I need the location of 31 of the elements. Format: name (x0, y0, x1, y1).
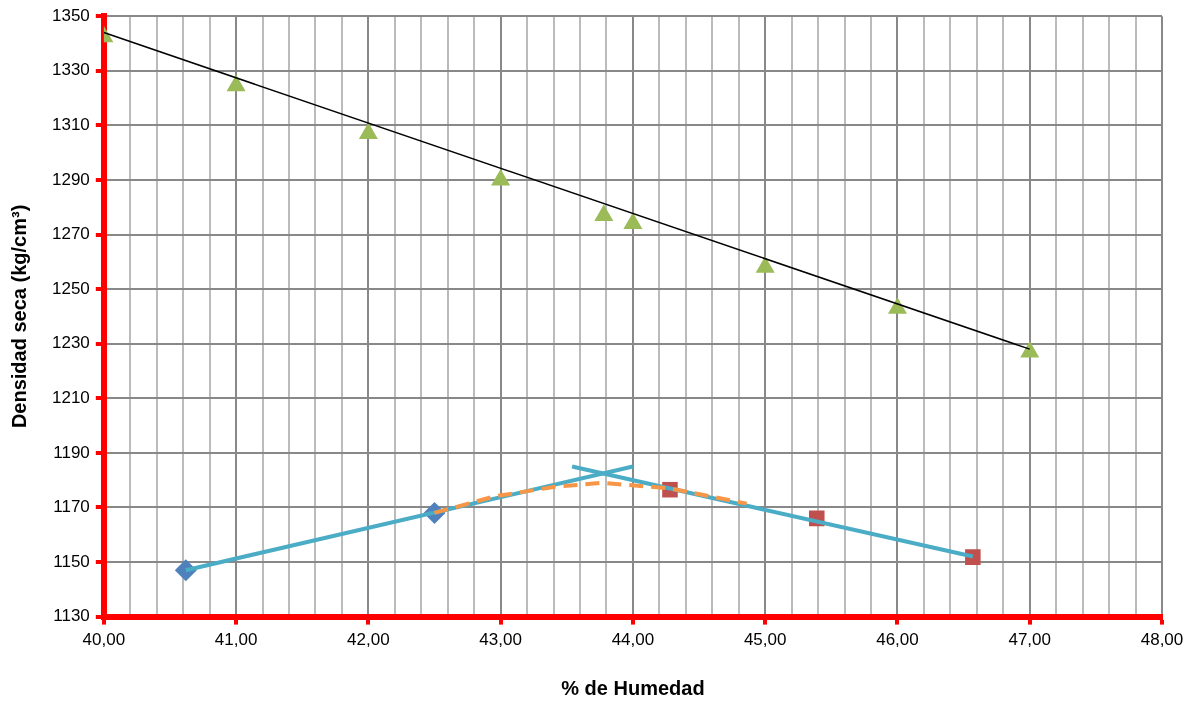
y-tick-label: 1270 (51, 224, 90, 244)
point (887, 297, 907, 314)
x-tick-label: 45,00 (743, 630, 787, 650)
x-tick-label: 43,00 (479, 630, 522, 650)
y-tick-label: 1190 (53, 442, 90, 462)
point (623, 212, 643, 230)
y-tick-label: 1170 (53, 497, 90, 517)
y-tick-label: 1150 (53, 551, 90, 571)
x-tick-label: 42,00 (347, 630, 390, 650)
x-tick-label: 44,00 (611, 630, 655, 650)
point (1020, 340, 1040, 358)
y-tick-label: 1310 (51, 115, 90, 135)
y-axis-title: Densidad seca (kg/cm³) (7, 204, 30, 429)
point (491, 168, 511, 186)
y-tick-label: 1290 (51, 169, 90, 189)
y-tick-label: 1230 (51, 333, 90, 353)
x-tick-label: 41,00 (214, 630, 258, 650)
point (358, 122, 378, 140)
x-tick-label: 40,00 (82, 630, 126, 650)
y-tick-label: 1250 (51, 278, 90, 298)
y-tick-label: 1130 (53, 606, 90, 626)
point (226, 74, 246, 92)
x-tick-label: 47,00 (1008, 630, 1051, 650)
point (594, 204, 614, 221)
x-axis-title: % de Humedad (561, 676, 705, 699)
x-tick-label: 48,00 (1140, 630, 1184, 650)
y-tick-label: 1210 (51, 387, 90, 407)
y-tick-label: 1330 (51, 60, 90, 80)
x-tick-label: 46,00 (876, 630, 919, 650)
y-tick-label: 1350 (51, 5, 90, 25)
point (755, 256, 775, 273)
